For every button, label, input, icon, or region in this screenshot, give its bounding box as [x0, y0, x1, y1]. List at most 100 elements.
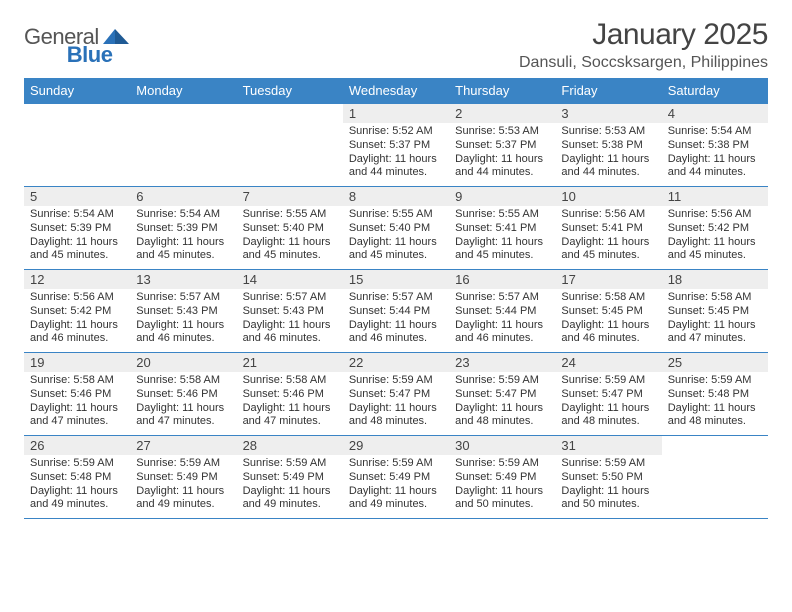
daylight-text: Daylight: 11 hours and 45 minutes. [243, 236, 339, 264]
sunrise-text: Sunrise: 5:56 AM [668, 208, 764, 222]
day-info: Sunrise: 5:56 AMSunset: 5:41 PMDaylight:… [561, 208, 657, 263]
sunrise-text: Sunrise: 5:53 AM [455, 125, 551, 139]
day-number [662, 436, 768, 455]
daylight-text: Daylight: 11 hours and 46 minutes. [30, 319, 126, 347]
sunrise-text: Sunrise: 5:58 AM [668, 291, 764, 305]
day-info: Sunrise: 5:54 AMSunset: 5:38 PMDaylight:… [668, 125, 764, 180]
sunset-text: Sunset: 5:39 PM [30, 222, 126, 236]
day-info: Sunrise: 5:59 AMSunset: 5:49 PMDaylight:… [243, 457, 339, 512]
daylight-text: Daylight: 11 hours and 47 minutes. [136, 402, 232, 430]
sunset-text: Sunset: 5:47 PM [455, 388, 551, 402]
day-number: 19 [24, 353, 130, 372]
sunrise-text: Sunrise: 5:57 AM [136, 291, 232, 305]
daylight-text: Daylight: 11 hours and 44 minutes. [561, 153, 657, 181]
day-info: Sunrise: 5:55 AMSunset: 5:40 PMDaylight:… [243, 208, 339, 263]
day-number: 5 [24, 187, 130, 206]
day-header-thursday: Thursday [449, 78, 555, 104]
sunrise-text: Sunrise: 5:58 AM [136, 374, 232, 388]
sunset-text: Sunset: 5:44 PM [349, 305, 445, 319]
week-row: 19Sunrise: 5:58 AMSunset: 5:46 PMDayligh… [24, 353, 768, 436]
sunrise-text: Sunrise: 5:59 AM [349, 457, 445, 471]
day-cell: 28Sunrise: 5:59 AMSunset: 5:49 PMDayligh… [237, 436, 343, 518]
day-cell: 13Sunrise: 5:57 AMSunset: 5:43 PMDayligh… [130, 270, 236, 352]
day-cell: 16 Sunrise: 5:57 AMSunset: 5:44 PMDayligh… [449, 270, 555, 352]
week-row: 5Sunrise: 5:54 AMSunset: 5:39 PMDaylight… [24, 187, 768, 270]
day-info: Sunrise: 5:57 AMSunset: 5:44 PMDaylight:… [455, 291, 551, 346]
sunrise-text: Sunrise: 5:54 AM [136, 208, 232, 222]
day-info: Sunrise: 5:55 AMSunset: 5:40 PMDaylight:… [349, 208, 445, 263]
sunset-text: Sunset: 5:49 PM [455, 471, 551, 485]
day-info: Sunrise: 5:53 AMSunset: 5:37 PMDaylight:… [455, 125, 551, 180]
day-header-monday: Monday [130, 78, 236, 104]
day-number: 30 [449, 436, 555, 455]
day-number: 4 [662, 104, 768, 123]
daylight-text: Daylight: 11 hours and 46 minutes. [136, 319, 232, 347]
day-cell [130, 104, 236, 186]
day-info: Sunrise: 5:58 AMSunset: 5:45 PMDaylight:… [668, 291, 764, 346]
daylight-text: Daylight: 11 hours and 45 minutes. [668, 236, 764, 264]
day-number: 15 [343, 270, 449, 289]
sunset-text: Sunset: 5:39 PM [136, 222, 232, 236]
day-info: Sunrise: 5:59 AMSunset: 5:49 PMDaylight:… [136, 457, 232, 512]
month-title: January 2025 [519, 18, 768, 52]
sunrise-text: Sunrise: 5:58 AM [30, 374, 126, 388]
sunset-text: Sunset: 5:48 PM [668, 388, 764, 402]
daylight-text: Daylight: 11 hours and 50 minutes. [561, 485, 657, 513]
day-cell: 29Sunrise: 5:59 AMSunset: 5:49 PMDayligh… [343, 436, 449, 518]
day-number [237, 104, 343, 123]
day-cell: 26Sunrise: 5:59 AMSunset: 5:48 PMDayligh… [24, 436, 130, 518]
sunrise-text: Sunrise: 5:59 AM [243, 457, 339, 471]
day-number: 2 [449, 104, 555, 123]
day-cell [662, 436, 768, 518]
day-info: Sunrise: 5:57 AMSunset: 5:44 PMDaylight:… [349, 291, 445, 346]
location-text: Dansuli, Soccsksargen, Philippines [519, 54, 768, 72]
daylight-text: Daylight: 11 hours and 44 minutes. [455, 153, 551, 181]
page-header: General Blue January 2025 Dansuli, Soccs… [24, 18, 768, 72]
sunrise-text: Sunrise: 5:54 AM [30, 208, 126, 222]
sunset-text: Sunset: 5:43 PM [243, 305, 339, 319]
day-number: 16 [449, 270, 555, 289]
sunrise-text: Sunrise: 5:57 AM [455, 291, 551, 305]
sunrise-text: Sunrise: 5:58 AM [561, 291, 657, 305]
day-number: 26 [24, 436, 130, 455]
sunrise-text: Sunrise: 5:56 AM [561, 208, 657, 222]
sunset-text: Sunset: 5:46 PM [30, 388, 126, 402]
daylight-text: Daylight: 11 hours and 46 minutes. [243, 319, 339, 347]
day-info: Sunrise: 5:57 AMSunset: 5:43 PMDaylight:… [136, 291, 232, 346]
calendar: Sunday Monday Tuesday Wednesday Thursday… [24, 78, 768, 519]
sunset-text: Sunset: 5:49 PM [136, 471, 232, 485]
week-row: 26Sunrise: 5:59 AMSunset: 5:48 PMDayligh… [24, 436, 768, 519]
daylight-text: Daylight: 11 hours and 49 minutes. [30, 485, 126, 513]
day-header-tuesday: Tuesday [237, 78, 343, 104]
daylight-text: Daylight: 11 hours and 45 minutes. [455, 236, 551, 264]
day-cell: 18Sunrise: 5:58 AMSunset: 5:45 PMDayligh… [662, 270, 768, 352]
day-cell: 25 Sunrise: 5:59 AMSunset: 5:48 PMDayligh… [662, 353, 768, 435]
day-info: Sunrise: 5:59 AMSunset: 5:47 PMDaylight:… [455, 374, 551, 429]
sunrise-text: Sunrise: 5:57 AM [243, 291, 339, 305]
daylight-text: Daylight: 11 hours and 45 minutes. [349, 236, 445, 264]
day-info: Sunrise: 5:59 AMSunset: 5:48 PMDaylight:… [668, 374, 764, 429]
day-cell: 8Sunrise: 5:55 AMSunset: 5:40 PMDaylight… [343, 187, 449, 269]
sunrise-text: Sunrise: 5:59 AM [561, 457, 657, 471]
day-cell: 31Sunrise: 5:59 AMSunset: 5:50 PMDayligh… [555, 436, 661, 518]
day-number: 17 [555, 270, 661, 289]
week-row: 12Sunrise: 5:56 AMSunset: 5:42 PMDayligh… [24, 270, 768, 353]
sunrise-text: Sunrise: 5:55 AM [349, 208, 445, 222]
sunset-text: Sunset: 5:37 PM [349, 139, 445, 153]
day-number [130, 104, 236, 123]
day-info: Sunrise: 5:58 AMSunset: 5:46 PMDaylight:… [30, 374, 126, 429]
day-number: 24 [555, 353, 661, 372]
day-number: 9 [449, 187, 555, 206]
sunrise-text: Sunrise: 5:59 AM [668, 374, 764, 388]
day-info: Sunrise: 5:59 AMSunset: 5:47 PMDaylight:… [349, 374, 445, 429]
day-number: 25 [662, 353, 768, 372]
daylight-text: Daylight: 11 hours and 46 minutes. [561, 319, 657, 347]
daylight-text: Daylight: 11 hours and 44 minutes. [668, 153, 764, 181]
sunset-text: Sunset: 5:46 PM [136, 388, 232, 402]
day-cell: 10Sunrise: 5:56 AMSunset: 5:41 PMDayligh… [555, 187, 661, 269]
sunset-text: Sunset: 5:38 PM [561, 139, 657, 153]
day-number: 1 [343, 104, 449, 123]
sunset-text: Sunset: 5:41 PM [455, 222, 551, 236]
day-header-row: Sunday Monday Tuesday Wednesday Thursday… [24, 78, 768, 104]
day-cell: 27Sunrise: 5:59 AMSunset: 5:49 PMDayligh… [130, 436, 236, 518]
